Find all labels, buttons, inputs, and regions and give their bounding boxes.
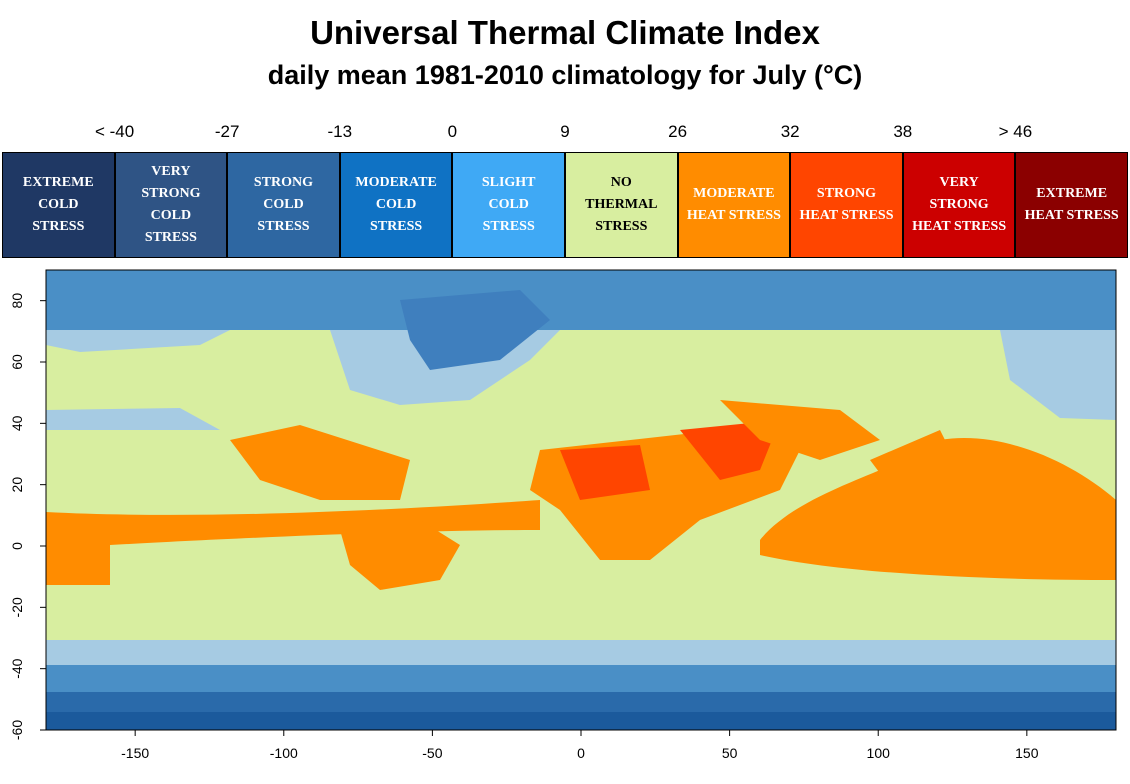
y-tick-label: 60 [9, 354, 25, 370]
legend-threshold: > 46 [998, 122, 1033, 141]
legend-threshold: 0 [447, 122, 458, 141]
y-tick-label: 40 [9, 415, 25, 431]
y-tick-label: -60 [9, 720, 25, 740]
legend-swatch: VERY STRONG HEAT STRESS [902, 152, 1016, 258]
legend-swatch: NO THERMAL STRESS [565, 152, 678, 258]
y-tick-label: 0 [9, 542, 25, 550]
legend-swatch: STRONG HEAT STRESS [790, 152, 903, 258]
x-tick-label: -50 [422, 745, 442, 761]
x-tick-label: 0 [577, 745, 585, 761]
legend-swatch: VERY STRONG COLD STRESS [114, 152, 228, 258]
legend-threshold: -13 [327, 122, 353, 141]
legend-swatch: EXTREME COLD STRESS [2, 152, 115, 258]
legend-threshold: 9 [560, 122, 570, 141]
x-tick-label: -150 [121, 745, 149, 761]
legend-threshold: -27 [214, 122, 240, 141]
subtitle: daily mean 1981-2010 climatology for Jul… [267, 60, 863, 90]
x-tick-label: 150 [1015, 745, 1039, 761]
legend-swatch: MODERATE COLD STRESS [339, 152, 453, 258]
legend-threshold: 26 [668, 122, 688, 141]
y-tick-label: -40 [9, 658, 25, 678]
x-tick-label: 100 [867, 745, 891, 761]
legend-swatch: EXTREME HEAT STRESS [1015, 152, 1128, 258]
legend-swatch: SLIGHT COLD STRESS [452, 152, 565, 258]
x-tick-label: 50 [722, 745, 738, 761]
title: Universal Thermal Climate Index [310, 14, 820, 51]
legend-swatch: STRONG COLD STRESS [227, 152, 340, 258]
map-fill [46, 270, 1116, 730]
y-tick-label: 80 [9, 293, 25, 309]
legend-threshold: 32 [780, 122, 800, 141]
x-tick-label: -100 [270, 745, 298, 761]
legend-threshold: 38 [893, 122, 913, 141]
legend-threshold: < -40 [94, 122, 135, 141]
y-tick-label: -20 [9, 597, 25, 617]
y-tick-label: 20 [9, 477, 25, 493]
legend-swatch: MODERATE HEAT STRESS [677, 152, 791, 258]
